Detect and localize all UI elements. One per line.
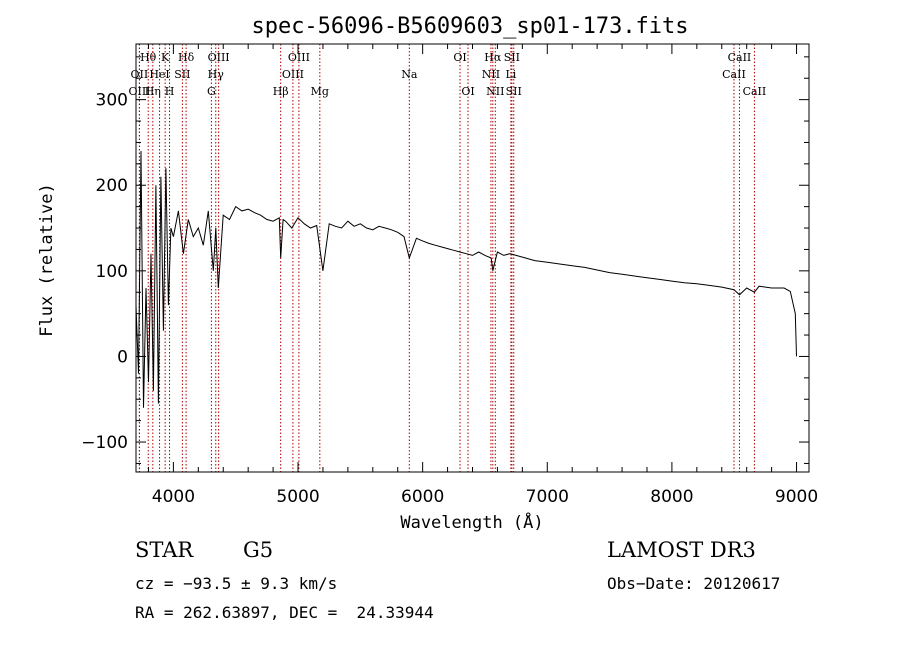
observation-date: Obs−Date: 20120617 (607, 574, 781, 593)
survey-name: LAMOST DR3 (607, 538, 756, 562)
line-label-3: K (161, 51, 170, 64)
y-tick-label: −100 (81, 433, 128, 453)
line-label-21: NII (482, 68, 500, 81)
spectral-line-markers (138, 44, 755, 472)
line-label-18: OI (461, 85, 474, 98)
line-label-26: CaII (722, 68, 746, 81)
flux-series-line (135, 150, 797, 408)
line-label-0: Hθ (140, 51, 157, 64)
x-tick-label: 4000 (152, 487, 195, 507)
line-label-16: Na (401, 68, 418, 81)
line-label-6: Hδ (178, 51, 195, 64)
line-label-25: CaII (728, 51, 752, 64)
line-label-12: OIII (288, 51, 310, 64)
line-label-5: Hη (145, 85, 161, 98)
y-tick-label: 200 (96, 176, 128, 196)
line-label-20: SII (504, 51, 520, 64)
line-label-13: OIII (282, 68, 304, 81)
line-label-4: HeI (149, 68, 169, 81)
x-tick-label: 5000 (276, 487, 319, 507)
y-tick-label: 100 (96, 262, 128, 282)
x-tick-label: 9000 (775, 487, 818, 507)
plot-frame (135, 43, 810, 473)
object-class: STAR (135, 538, 194, 562)
line-label-11: G (207, 85, 216, 98)
line-label-27: CaII (743, 85, 767, 98)
line-label-7: SII (174, 68, 190, 81)
redshift-cz: cz = −93.5 ± 9.3 km/s (135, 574, 338, 593)
line-label-2: OIII (128, 85, 150, 98)
y-axis-ticks: −100 0 100 200 300 (81, 56, 809, 464)
y-tick-label: 0 (117, 347, 128, 367)
y-axis-label: Flux (relative) (37, 183, 57, 337)
line-label-10: Hγ (208, 68, 225, 81)
chart-title: spec-56096-B5609603_sp01-173.fits (251, 14, 688, 39)
x-axis-label: Wavelength (Å) (400, 511, 543, 533)
line-label-17: OI (453, 51, 466, 64)
line-label-14: Hβ (273, 85, 289, 98)
line-label-19: Hα (484, 51, 502, 64)
spectral-line-labels: Hθ OII OIII K HeI Hη Hδ SII H OIII Hγ G OIII OIII Hβ Mg… (128, 51, 766, 98)
x-tick-label: 7000 (526, 487, 569, 507)
line-label-24: SII (506, 85, 522, 98)
line-label-23: NII (486, 85, 504, 98)
x-tick-label: 6000 (401, 487, 444, 507)
line-label-8: H (165, 85, 175, 98)
spectrum-chart: spec-56096-B5609603_sp01-173.fits Hθ OII O… (37, 14, 818, 533)
y-tick-label: 300 (96, 91, 128, 111)
object-subclass: G5 (243, 538, 274, 562)
ra-dec-coordinates: RA = 262.63897, DEC = 24.33944 (135, 603, 434, 622)
line-label-9: OIII (208, 51, 230, 64)
x-axis-ticks: 4000 5000 6000 7000 8000 9000 (147, 44, 818, 507)
x-tick-label: 8000 (650, 487, 693, 507)
line-label-22: Li (505, 68, 516, 81)
line-label-15: Mg (311, 85, 329, 98)
line-label-1: OII (131, 68, 149, 81)
